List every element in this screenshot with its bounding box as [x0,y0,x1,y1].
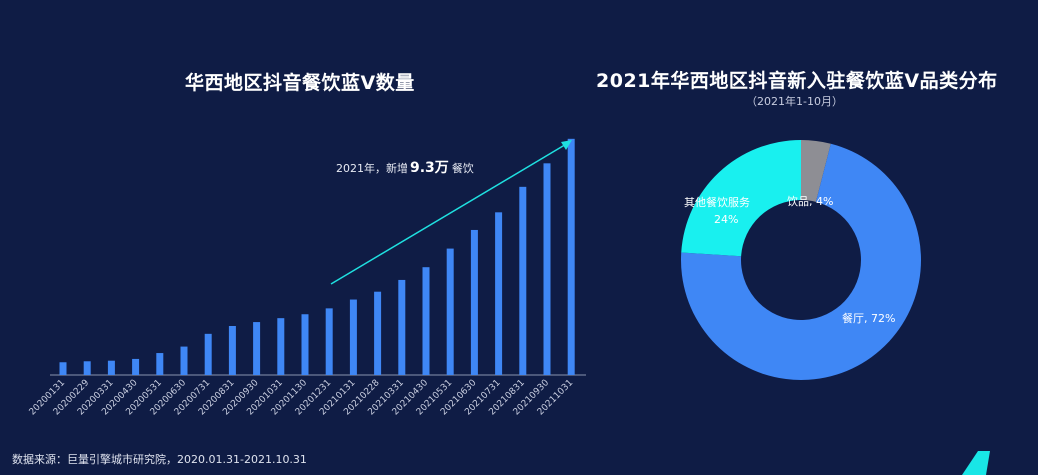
donut-chart: 饮品, 4% 餐厅, 72% 其他餐饮服务 24% [681,140,922,380]
bar [422,267,430,375]
donut-chart-subtitle: （2021年1-10月） [746,95,843,108]
annotation-prefix: 2021年，新增 [336,161,408,175]
slice-label: 饮品, 4% [787,195,833,208]
slice-label: 其他餐饮服务 [684,195,750,209]
bar [349,299,357,375]
donut-slice [681,140,801,257]
bar [567,138,575,375]
bar [398,279,406,375]
slice-label-value: 24% [714,213,738,226]
corner-decoration [962,451,990,475]
bar [277,318,285,375]
bar [374,291,382,375]
bar [519,186,527,375]
annotation-suffix: 餐饮 [452,161,474,175]
donut-chart-title: 2021年华西地区抖音新入驻餐饮蓝V品类分布 [596,70,998,92]
bar [228,326,236,375]
bar [180,346,188,375]
slice-label: 餐厅, 72% [842,311,895,325]
trend-arrow-head [561,140,572,150]
bar [543,163,551,375]
bar-chart: 2020013120200229202003312020043020200531… [28,138,586,418]
bar [446,248,454,375]
bar [253,322,261,375]
donut-slice [801,140,831,202]
trend-arrow-line [330,142,569,285]
bar [132,358,140,375]
source-note: 数据来源：巨量引擎城市研究院，2020.01.31-2021.10.31 [12,453,307,466]
bar [107,360,115,375]
bar [495,212,503,375]
bar [470,229,478,375]
bar [301,314,309,375]
bar [59,362,67,375]
donut-slice [681,143,922,380]
bar [204,333,212,375]
bar [325,308,333,375]
growth-annotation: 2021年，新增 9.3万 餐饮 [336,160,474,176]
bar [83,361,91,375]
annotation-value: 9.3万 [410,160,449,176]
bar [156,353,164,375]
bar-chart-title: 华西地区抖音餐饮蓝V数量 [185,72,415,94]
